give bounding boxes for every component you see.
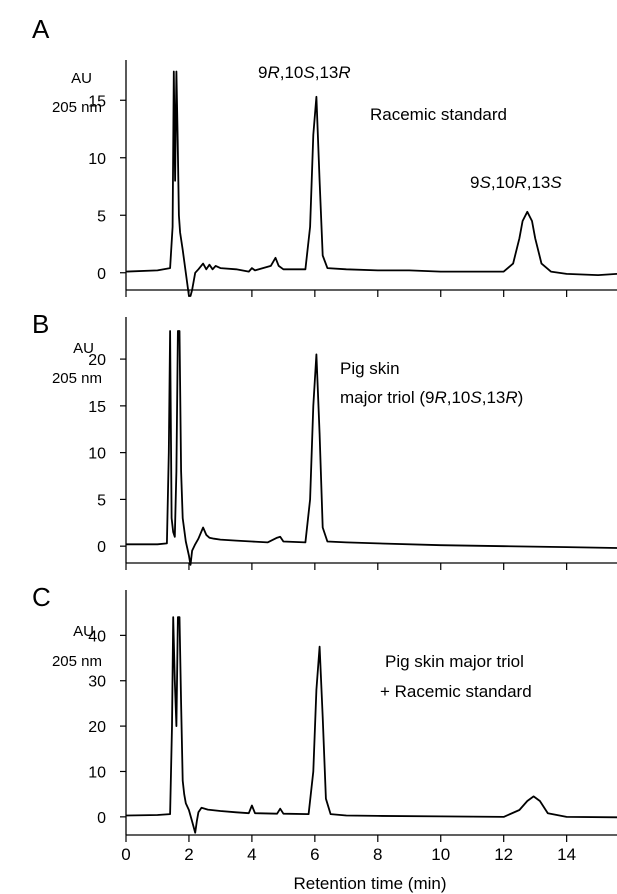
annotation-line2-b: major triol (9R,10S,13R): [340, 388, 523, 407]
y-tick-label: 10: [88, 764, 106, 781]
annotation-line2-c: + Racemic standard: [380, 682, 532, 701]
annotation-line1-b: Pig skin: [340, 359, 400, 378]
y-tick-label: 15: [88, 93, 106, 110]
y-tick-label: 20: [88, 352, 106, 369]
x-tick-label: 0: [121, 845, 130, 864]
ylabel-nm-b: 205 nm: [52, 370, 102, 387]
y-tick-label: 0: [97, 539, 106, 556]
y-tick-label: 5: [97, 208, 106, 225]
ylabel-au-c: AU: [73, 623, 94, 640]
ylabel-au-b: AU: [73, 340, 94, 357]
x-tick-label: 6: [310, 845, 319, 864]
trace-line-c: [125, 616, 617, 834]
y-tick-label: 10: [88, 446, 106, 463]
panel-label-b: B: [32, 309, 49, 339]
y-tick-label: 5: [97, 492, 106, 509]
x-tick-label: 8: [373, 845, 382, 864]
ylabel-au-a: AU: [71, 70, 92, 87]
x-tick-label: 12: [494, 845, 513, 864]
annotation-line1-c: Pig skin major triol: [385, 652, 524, 671]
y-tick-label: 10: [88, 151, 106, 168]
y-tick-label: 15: [88, 399, 106, 416]
annotation-title-a: Racemic standard: [370, 105, 507, 124]
annotation-peak1-a: 9R,10S,13R: [258, 63, 351, 82]
panel-label-c: C: [32, 582, 51, 612]
x-axis-label: Retention time (min): [293, 874, 446, 893]
y-tick-label: 0: [97, 810, 106, 827]
ylabel-nm-c: 205 nm: [52, 653, 102, 670]
x-tick-label: 4: [247, 845, 256, 864]
x-tick-label: 14: [557, 845, 576, 864]
trace-line-b: [126, 330, 617, 566]
panel-label-a: A: [32, 14, 50, 44]
y-tick-label: 20: [88, 719, 106, 736]
annotation-peak2-a: 9S,10R,13S: [470, 173, 562, 192]
ylabel-nm-a: 205 nm: [52, 99, 102, 116]
trace-line-a: [125, 70, 617, 297]
y-tick-label: 30: [88, 674, 106, 691]
x-tick-label: 10: [431, 845, 450, 864]
y-tick-label: 0: [97, 266, 106, 283]
y-tick-label: 40: [88, 628, 106, 645]
x-tick-label: 2: [184, 845, 193, 864]
